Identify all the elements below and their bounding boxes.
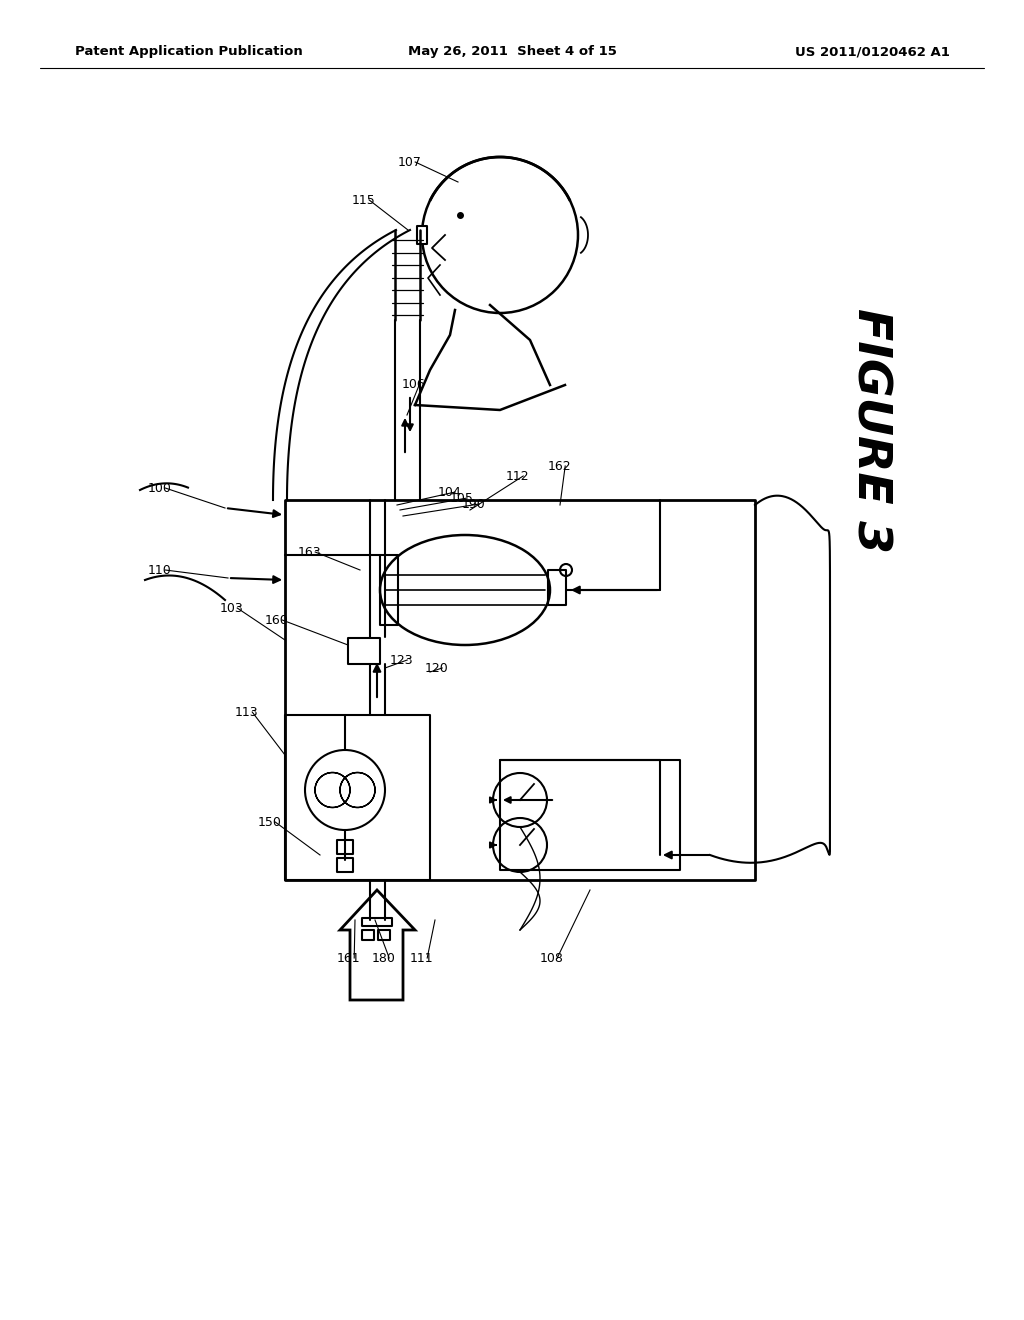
- Text: 180: 180: [372, 952, 396, 965]
- Bar: [378, 931, 390, 940]
- Text: 162: 162: [548, 459, 571, 473]
- Bar: [348, 638, 380, 664]
- Text: 111: 111: [410, 952, 433, 965]
- Polygon shape: [340, 890, 415, 1001]
- Bar: [337, 840, 353, 854]
- Bar: [337, 858, 353, 873]
- Bar: [362, 917, 392, 927]
- Text: 103: 103: [220, 602, 244, 615]
- Text: 106: 106: [402, 379, 426, 392]
- Text: 150: 150: [258, 816, 282, 829]
- Bar: [548, 570, 566, 605]
- Text: 108: 108: [540, 952, 564, 965]
- Bar: [285, 715, 430, 880]
- Text: 190: 190: [462, 498, 485, 511]
- Bar: [500, 760, 680, 870]
- Text: Patent Application Publication: Patent Application Publication: [75, 45, 303, 58]
- Text: 110: 110: [148, 564, 172, 577]
- Text: 113: 113: [234, 705, 259, 718]
- Text: 120: 120: [425, 661, 449, 675]
- Text: 163: 163: [298, 545, 322, 558]
- Bar: [380, 554, 398, 624]
- Text: 100: 100: [148, 482, 172, 495]
- Text: FIGURE 3: FIGURE 3: [848, 308, 893, 553]
- Bar: [362, 931, 374, 940]
- Text: US 2011/0120462 A1: US 2011/0120462 A1: [795, 45, 950, 58]
- Text: 161: 161: [337, 952, 360, 965]
- Text: May 26, 2011  Sheet 4 of 15: May 26, 2011 Sheet 4 of 15: [408, 45, 616, 58]
- Text: 107: 107: [398, 156, 422, 169]
- Text: 123: 123: [390, 653, 414, 667]
- Text: 115: 115: [352, 194, 376, 206]
- Text: 160: 160: [265, 614, 289, 627]
- Bar: [417, 226, 427, 244]
- Bar: [285, 500, 755, 880]
- Text: 104: 104: [438, 486, 462, 499]
- Text: 112: 112: [506, 470, 529, 483]
- Text: 105: 105: [450, 491, 474, 504]
